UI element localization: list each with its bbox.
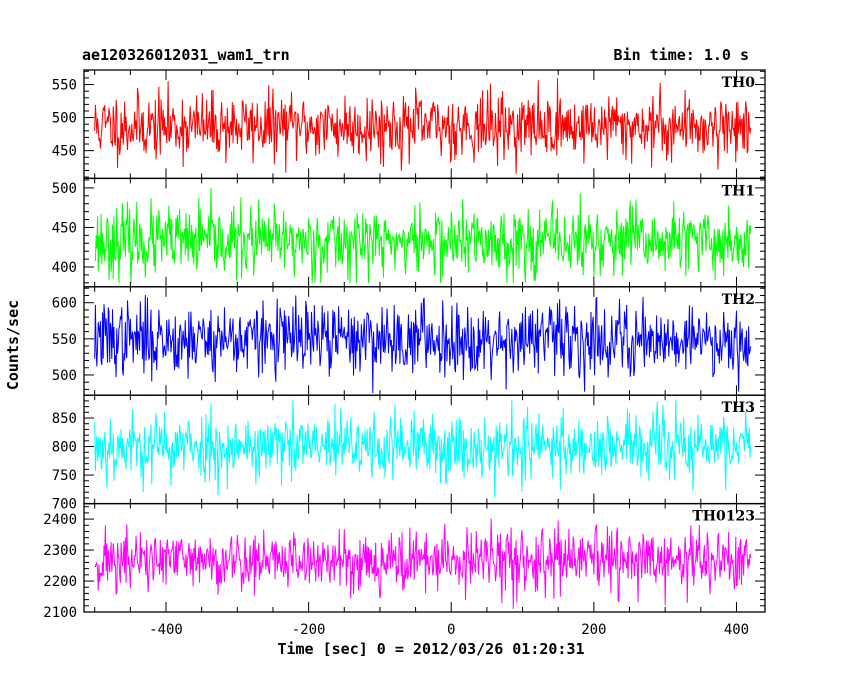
x-tick-label: 0 bbox=[447, 622, 455, 638]
y-axis-label: Counts/sec bbox=[4, 300, 22, 390]
panel-label-th1: TH1 bbox=[722, 183, 755, 199]
y-tick-label: 800 bbox=[52, 440, 77, 456]
x-tick-label: 400 bbox=[724, 622, 749, 638]
series-line-th0 bbox=[94, 78, 752, 174]
y-tick-label: 600 bbox=[52, 296, 77, 312]
y-tick-label: 400 bbox=[52, 260, 77, 276]
y-tick-label: 2400 bbox=[43, 512, 77, 528]
y-tick-label: 550 bbox=[52, 332, 77, 348]
y-tick-label: 850 bbox=[52, 411, 77, 427]
panel-label-th2: TH2 bbox=[722, 292, 755, 308]
panel-th0: 450 500 550 TH0 bbox=[52, 69, 766, 180]
panel-th3: 700 750 800 850 TH3 bbox=[52, 394, 766, 513]
panel-label-th0123: TH0123 bbox=[692, 509, 755, 525]
y-tick-label: 700 bbox=[52, 497, 77, 513]
y-tick-label: 750 bbox=[52, 468, 77, 484]
panel-th1: 400 450 500 TH1 bbox=[52, 177, 766, 288]
y-tick-label: 450 bbox=[52, 144, 77, 160]
y-tick-label: 2100 bbox=[43, 605, 77, 621]
series-line-th2 bbox=[94, 294, 752, 394]
panel-th0123: 2100 2200 2300 2400 TH0123 bbox=[43, 502, 766, 621]
y-tick-label: 500 bbox=[52, 111, 77, 127]
y-tick-label: 2300 bbox=[43, 543, 77, 559]
panel-frame bbox=[83, 502, 766, 613]
series-line-th1 bbox=[94, 188, 752, 283]
y-tick-label: 450 bbox=[52, 220, 77, 236]
x-tick-label: -400 bbox=[149, 622, 183, 638]
x-tick-label: -200 bbox=[292, 622, 326, 638]
x-tick-label: 200 bbox=[581, 622, 606, 638]
y-tick-label: 500 bbox=[52, 368, 77, 384]
panel-label-th0: TH0 bbox=[722, 75, 756, 91]
chart-title: ae120326012031_wam1_trn bbox=[82, 46, 290, 64]
series-line-th3 bbox=[94, 399, 752, 499]
y-tick-label: 2200 bbox=[43, 574, 77, 590]
panel-label-th3: TH3 bbox=[722, 400, 755, 416]
y-tick-label: 500 bbox=[52, 181, 77, 197]
y-tick-label: 550 bbox=[52, 78, 77, 94]
panel-th2: 500 550 600 TH2 bbox=[52, 286, 766, 396]
series-line-th0123 bbox=[94, 518, 752, 609]
x-axis-label: Time [sec] 0 = 2012/03/26 01:20:31 bbox=[277, 640, 584, 658]
bin-time-label: Bin time: 1.0 s bbox=[614, 46, 749, 64]
